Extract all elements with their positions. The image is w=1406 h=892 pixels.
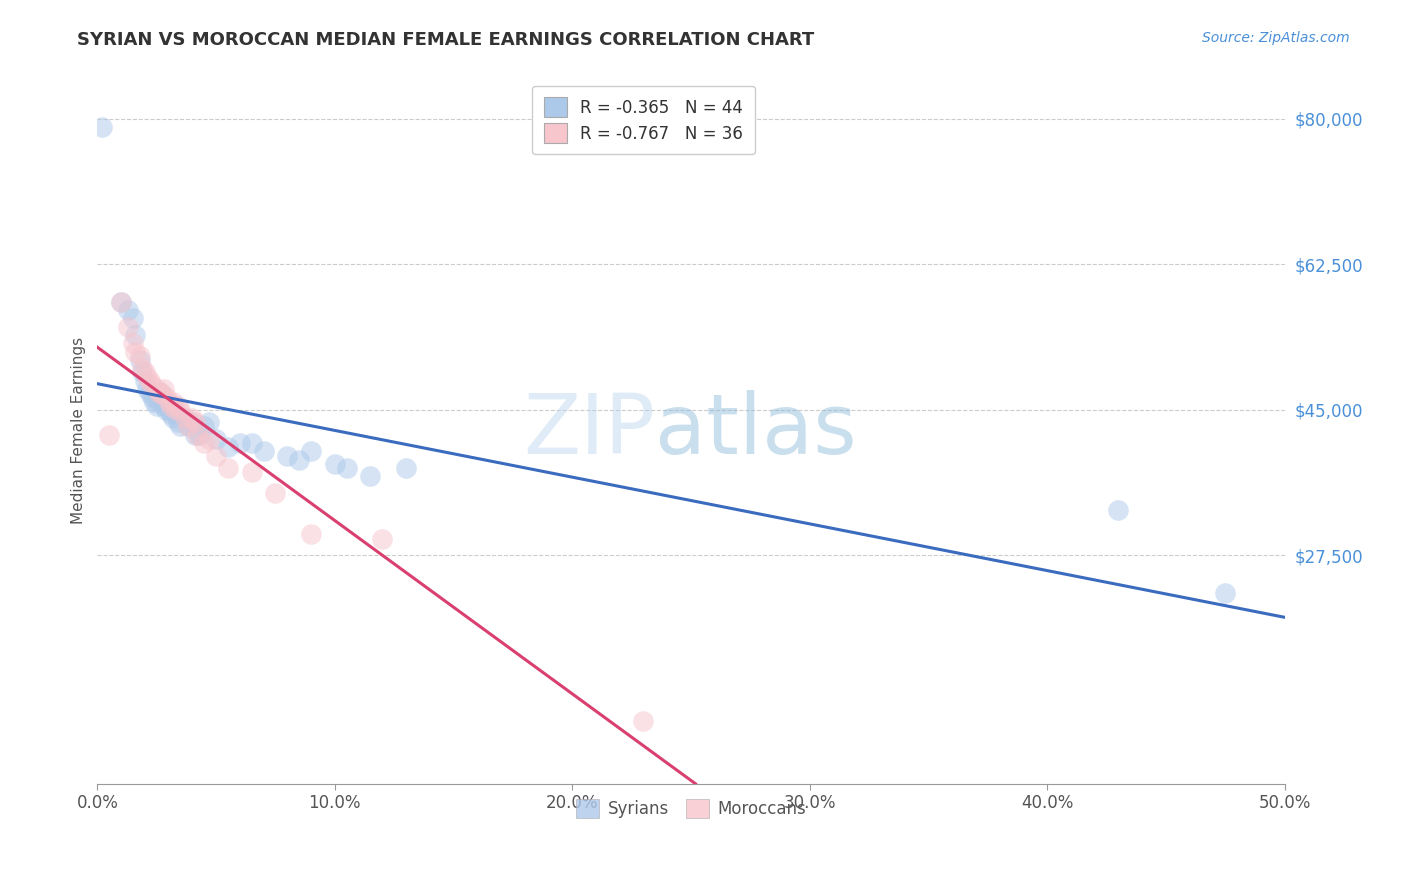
Legend: Syrians, Moroccans: Syrians, Moroccans [569,792,813,825]
Point [138,374,160,388]
Point [134,366,156,380]
Point [359,469,381,483]
Point [117,319,139,334]
Point [336,461,359,475]
Point [169,419,191,434]
Point [176,419,198,434]
Point [150,386,173,401]
Point [371,532,394,546]
Text: atlas: atlas [655,390,858,471]
Point [174,411,197,425]
Point [240,436,263,450]
Point [395,461,418,475]
Point [117,303,139,318]
Text: Source: ZipAtlas.com: Source: ZipAtlas.com [1202,31,1350,45]
Point [167,399,190,413]
Point [217,461,239,475]
Point [141,390,163,404]
Point [276,449,298,463]
Point [155,390,177,404]
Point [165,402,187,417]
Point [110,294,132,309]
Point [205,449,228,463]
Point [150,386,173,401]
Point [153,382,176,396]
Point [153,399,176,413]
Point [124,328,146,343]
Point [136,382,159,396]
Point [183,427,205,442]
Point [288,452,311,467]
Point [160,407,183,421]
Point [169,402,191,417]
Point [143,394,166,409]
Point [124,344,146,359]
Point [110,294,132,309]
Point [183,415,205,429]
Point [176,419,198,434]
Point [198,415,221,429]
Text: ZIP: ZIP [523,390,655,471]
Point [148,394,170,409]
Point [323,457,346,471]
Point [91,120,114,135]
Point [165,407,187,421]
Point [252,444,274,458]
Point [1107,502,1129,516]
Point [174,411,197,425]
Point [122,336,145,351]
Point [1213,585,1236,599]
Point [129,353,152,368]
Text: SYRIAN VS MOROCCAN MEDIAN FEMALE EARNINGS CORRELATION CHART: SYRIAN VS MOROCCAN MEDIAN FEMALE EARNING… [77,31,814,49]
Point [167,415,190,429]
Point [160,399,183,413]
Point [145,382,167,396]
Point [145,399,167,413]
Point [193,436,215,450]
Point [148,386,170,401]
Point [181,415,204,429]
Point [186,427,208,442]
Point [136,369,159,384]
Point [188,427,211,442]
Point [633,714,655,729]
Point [162,394,184,409]
Point [157,394,180,409]
Point [299,444,322,458]
Point [131,361,153,376]
Point [98,427,121,442]
Point [240,465,263,479]
Point [162,411,184,425]
Point [141,377,163,392]
Point [181,411,204,425]
Point [155,402,177,417]
Point [122,311,145,326]
Point [138,386,160,401]
Point [264,486,287,500]
Point [299,527,322,541]
Point [157,402,180,417]
Point [205,432,228,446]
Point [134,374,156,388]
Point [198,432,221,446]
Point [229,436,252,450]
Point [193,419,215,434]
Point [131,366,153,380]
Point [129,349,152,363]
Y-axis label: Median Female Earnings: Median Female Earnings [72,337,86,524]
Point [217,440,239,454]
